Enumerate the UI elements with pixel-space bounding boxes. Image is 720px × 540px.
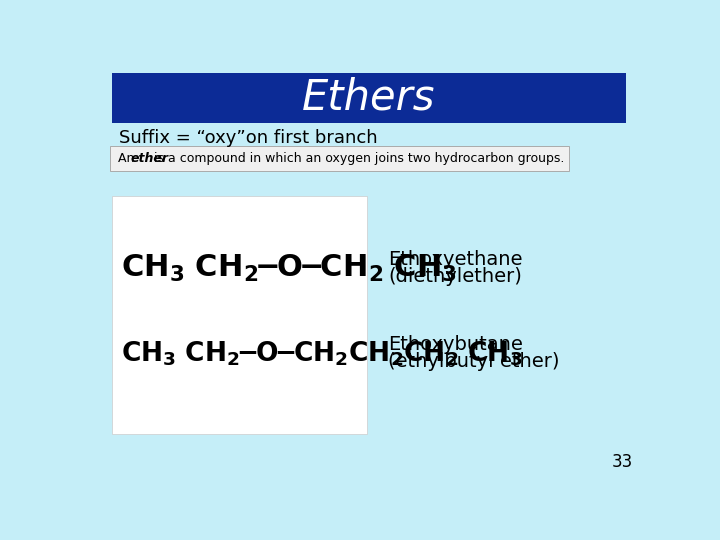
- Text: Suffix = “oxy”on first branch: Suffix = “oxy”on first branch: [120, 129, 378, 147]
- FancyBboxPatch shape: [112, 72, 626, 123]
- Text: ether: ether: [130, 152, 168, 165]
- Text: is a compound in which an oxygen joins two hydrocarbon groups.: is a compound in which an oxygen joins t…: [150, 152, 564, 165]
- Text: 33: 33: [611, 454, 632, 471]
- Text: (diethylether): (diethylether): [388, 267, 522, 286]
- FancyBboxPatch shape: [110, 146, 569, 171]
- Text: An: An: [118, 152, 138, 165]
- Text: $\mathregular{CH_3\ CH_2\!\!-\!\!O\!\!-\!\!CH_2\ CH_3}$: $\mathregular{CH_3\ CH_2\!\!-\!\!O\!\!-\…: [121, 253, 457, 285]
- FancyBboxPatch shape: [112, 195, 367, 434]
- Text: Ethers: Ethers: [302, 77, 436, 119]
- Text: Ethoxybutane: Ethoxybutane: [388, 335, 523, 354]
- Text: (ethylbutyl ether): (ethylbutyl ether): [388, 352, 560, 371]
- Text: Ethoxyethane: Ethoxyethane: [388, 250, 523, 269]
- Text: $\mathregular{CH_3\ CH_2\!\!-\!\!O\!\!-\!\!CH_2CH_2CH_2\ CH_3}$: $\mathregular{CH_3\ CH_2\!\!-\!\!O\!\!-\…: [121, 339, 523, 368]
